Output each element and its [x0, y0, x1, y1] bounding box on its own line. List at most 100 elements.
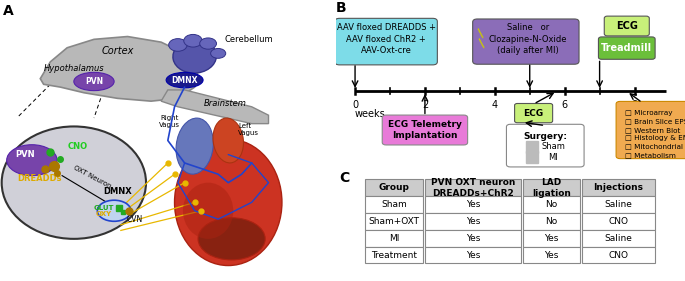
Text: Yes: Yes [466, 200, 480, 209]
Text: 2: 2 [422, 100, 428, 110]
Bar [365, 230, 423, 247]
FancyBboxPatch shape [514, 103, 553, 123]
FancyBboxPatch shape [506, 124, 584, 167]
FancyBboxPatch shape [335, 18, 437, 65]
Ellipse shape [1, 126, 146, 239]
Bar [425, 196, 521, 213]
Bar [523, 247, 580, 264]
Text: Treadmill: Treadmill [601, 43, 652, 53]
Text: Sham: Sham [382, 200, 407, 209]
FancyBboxPatch shape [604, 16, 649, 36]
Polygon shape [161, 90, 269, 124]
Text: 4: 4 [492, 100, 498, 110]
Text: /: / [475, 26, 488, 39]
Text: □ Microarray: □ Microarray [625, 110, 673, 116]
Text: PVN: PVN [15, 150, 35, 159]
Bar [425, 213, 521, 230]
Text: /: / [476, 37, 488, 49]
Text: □ Mitochondrial: □ Mitochondrial [625, 143, 683, 149]
Text: ECG Telemetry
Implantation: ECG Telemetry Implantation [388, 120, 462, 140]
Ellipse shape [198, 218, 265, 260]
Ellipse shape [200, 38, 216, 49]
Text: No: No [545, 217, 558, 226]
FancyBboxPatch shape [616, 101, 685, 158]
Text: 8: 8 [632, 100, 638, 110]
Ellipse shape [183, 183, 234, 239]
Text: Group: Group [379, 183, 410, 192]
Text: Right
Vagus: Right Vagus [159, 115, 180, 128]
Text: PVN OXT neuron
DREADDs+ChR2: PVN OXT neuron DREADDs+ChR2 [431, 178, 515, 198]
FancyBboxPatch shape [599, 37, 655, 59]
Text: OXY: OXY [96, 210, 112, 217]
Ellipse shape [213, 118, 243, 163]
Text: Sham: Sham [541, 142, 565, 151]
Bar [523, 179, 580, 196]
Bar [523, 196, 580, 213]
Polygon shape [40, 37, 198, 101]
Text: Saline: Saline [605, 234, 632, 243]
Ellipse shape [173, 39, 216, 73]
Text: □ Brain Slice EPSC: □ Brain Slice EPSC [625, 118, 685, 124]
Text: OXT Neuron: OXT Neuron [73, 165, 112, 190]
Text: Saline: Saline [605, 200, 632, 209]
Text: 0: 0 [352, 100, 358, 110]
Text: Saline   or
Clozapine-N-Oxide
(daily after MI): Saline or Clozapine-N-Oxide (daily after… [488, 23, 567, 55]
Bar [582, 196, 656, 213]
Bar [425, 247, 521, 264]
Text: DREADDs: DREADDs [16, 174, 61, 183]
Text: Cortex: Cortex [101, 46, 134, 56]
Text: Surgery:: Surgery: [523, 132, 567, 141]
Text: CVN: CVN [126, 215, 142, 224]
Text: DMNX: DMNX [171, 76, 198, 85]
Ellipse shape [175, 139, 282, 266]
Text: CNO: CNO [67, 142, 87, 151]
Text: Hypothalamus: Hypothalamus [44, 64, 104, 73]
Bar [425, 230, 521, 247]
Text: DMNX: DMNX [103, 187, 132, 196]
Text: ECG: ECG [616, 21, 638, 31]
Text: CNO: CNO [609, 217, 629, 226]
Text: LAD
ligation: LAD ligation [532, 178, 571, 198]
FancyBboxPatch shape [382, 115, 468, 145]
Bar [523, 230, 580, 247]
Text: Left
Vagus: Left Vagus [238, 123, 260, 136]
Bar [365, 213, 423, 230]
Ellipse shape [169, 38, 187, 51]
Text: Brainstem: Brainstem [203, 99, 247, 108]
Text: □ Metabolism: □ Metabolism [625, 152, 675, 158]
Text: weeks: weeks [355, 109, 386, 119]
Text: AAV floxed DREADDS +
AAV floxed ChR2 +
AAV-Oxt-cre: AAV floxed DREADDS + AAV floxed ChR2 + A… [336, 23, 436, 55]
Bar [425, 179, 521, 196]
Ellipse shape [97, 200, 131, 221]
Bar [582, 247, 656, 264]
Text: Yes: Yes [544, 234, 558, 243]
Text: MI: MI [389, 234, 399, 243]
Bar [582, 213, 656, 230]
Bar [523, 213, 580, 230]
Text: Sham+OXT: Sham+OXT [369, 217, 420, 226]
Text: 6: 6 [562, 100, 568, 110]
Text: Yes: Yes [466, 250, 480, 260]
Text: □ Histology & EM: □ Histology & EM [625, 135, 685, 141]
Text: Treatment: Treatment [371, 250, 417, 260]
Bar [365, 247, 423, 264]
Ellipse shape [176, 118, 213, 174]
Bar [582, 230, 656, 247]
Text: PVN: PVN [85, 77, 103, 86]
Ellipse shape [7, 145, 57, 176]
Text: C: C [339, 171, 349, 185]
Text: Yes: Yes [466, 217, 480, 226]
Bar [365, 179, 423, 196]
Text: CNO: CNO [609, 250, 629, 260]
Bar [582, 179, 656, 196]
Text: Yes: Yes [466, 234, 480, 243]
Text: MI: MI [548, 153, 558, 162]
Bar [365, 196, 423, 213]
Text: Injections: Injections [594, 183, 644, 192]
Ellipse shape [210, 48, 226, 58]
FancyBboxPatch shape [473, 19, 579, 64]
Text: B: B [336, 1, 347, 15]
Text: A: A [3, 4, 14, 18]
Text: No: No [545, 200, 558, 209]
Ellipse shape [74, 72, 114, 90]
